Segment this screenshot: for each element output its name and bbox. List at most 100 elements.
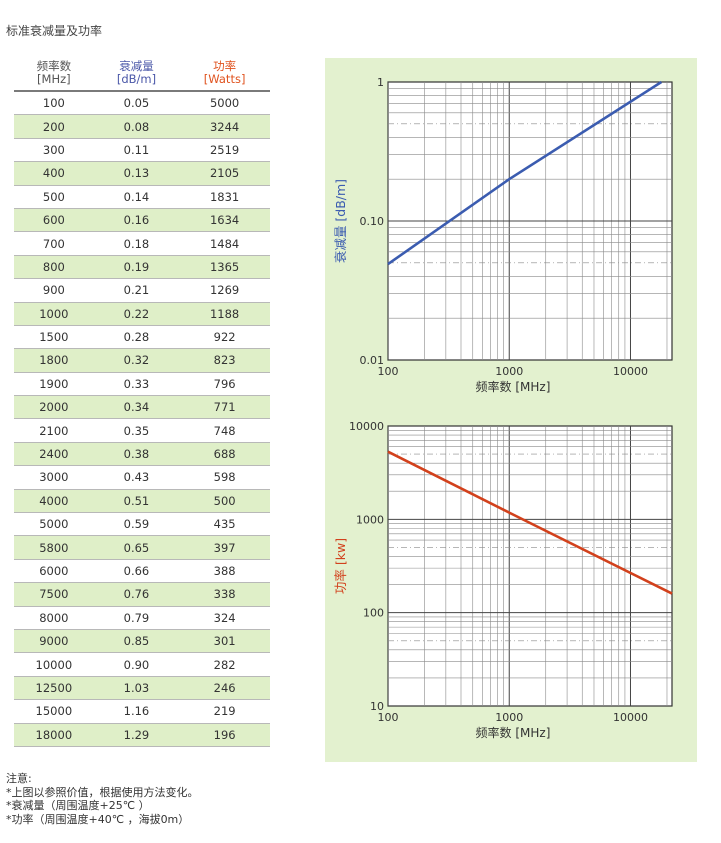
cell-attenuation: 0.76 xyxy=(93,582,180,607)
y-tick-label: 10 xyxy=(370,700,384,713)
cell-attenuation: 0.19 xyxy=(93,255,180,280)
cell-attenuation: 0.13 xyxy=(93,161,180,186)
cell-power: 1269 xyxy=(179,278,270,303)
cell-frequency: 2400 xyxy=(14,442,94,467)
table-row: 200 0.08 3244 xyxy=(14,114,270,139)
cell-power: 500 xyxy=(179,489,270,514)
cell-frequency: 200 xyxy=(14,114,94,139)
cell-power: 598 xyxy=(179,465,270,490)
y-axis-label: 功率 [kw] xyxy=(333,538,348,594)
table-row: 5000 0.59 435 xyxy=(14,512,270,537)
cell-frequency: 18000 xyxy=(14,723,94,747)
x-tick-label: 100 xyxy=(378,711,399,724)
cell-frequency: 5800 xyxy=(14,535,94,560)
cell-frequency: 1900 xyxy=(14,372,94,397)
table-row: 100 0.05 5000 xyxy=(14,91,270,116)
y-tick-label: 1 xyxy=(377,76,384,89)
cell-power: 338 xyxy=(179,582,270,607)
plot-area-2 xyxy=(387,425,673,707)
note-line-3: *功率（周围温度+40℃ ，海拔0m） xyxy=(6,812,190,826)
cell-power: 796 xyxy=(179,372,270,397)
table-row: 8000 0.79 324 xyxy=(14,606,270,630)
cell-frequency: 2000 xyxy=(14,395,94,420)
cell-attenuation: 0.35 xyxy=(93,418,180,443)
cell-attenuation: 0.90 xyxy=(93,652,180,677)
x-tick-label: 100 xyxy=(378,365,399,378)
cell-attenuation: 0.08 xyxy=(93,114,180,139)
cell-attenuation: 0.18 xyxy=(93,231,180,256)
cell-attenuation: 1.03 xyxy=(93,676,180,701)
cell-attenuation: 0.66 xyxy=(93,559,180,584)
table-row: 400 0.13 2105 xyxy=(14,161,270,186)
cell-power: 1831 xyxy=(179,185,270,209)
table-row: 5800 0.65 397 xyxy=(14,535,270,560)
cell-frequency: 1000 xyxy=(14,302,94,326)
cell-attenuation: 0.21 xyxy=(93,278,180,303)
cell-power: 1365 xyxy=(179,255,270,280)
x-tick-label: 1000 xyxy=(495,711,523,724)
table-body: 100 0.05 5000 200 0.08 3244 300 0.11 2519 400 0.13… xyxy=(14,91,270,747)
cell-power: 301 xyxy=(179,629,270,654)
table-header-row: 频率数 [MHz] 衰减量 [dB/m] 功率 [Watts] xyxy=(14,58,270,92)
cell-attenuation: 0.79 xyxy=(93,606,180,630)
table-row: 300 0.11 2519 xyxy=(14,138,270,163)
y-tick-label: 0.10 xyxy=(360,215,385,228)
charts-svg: 100 1000 10000 0.01 0.10 1 频率数 [MHz] 衰减量 [dB/m]… xyxy=(333,76,673,740)
cell-power: 1188 xyxy=(179,302,270,326)
y-tick-label: 10000 xyxy=(349,420,384,433)
cell-attenuation: 0.34 xyxy=(93,395,180,420)
cell-attenuation: 0.14 xyxy=(93,185,180,209)
y-tick-label: 1000 xyxy=(356,513,384,526)
cell-frequency: 700 xyxy=(14,231,94,256)
x-tick-label: 10000 xyxy=(613,711,648,724)
table-row: 600 0.16 1634 xyxy=(14,208,270,233)
page-title: 标准衰减量及功率 xyxy=(6,24,103,38)
cell-frequency: 1800 xyxy=(14,348,94,373)
cell-attenuation: 1.16 xyxy=(93,699,180,724)
table-row: 6000 0.66 388 xyxy=(14,559,270,584)
cell-frequency: 4000 xyxy=(14,489,94,514)
cell-power: 219 xyxy=(179,699,270,724)
cell-frequency: 9000 xyxy=(14,629,94,654)
series-line-2 xyxy=(387,450,673,595)
note-line-1: *上图以参照价值，根据使用方法变化。 xyxy=(6,785,199,799)
cell-power: 246 xyxy=(179,676,270,701)
cell-attenuation: 0.32 xyxy=(93,348,180,373)
cell-frequency: 8000 xyxy=(14,606,94,630)
cell-frequency: 1500 xyxy=(14,325,94,350)
cell-attenuation: 0.59 xyxy=(93,512,180,537)
cell-attenuation: 0.11 xyxy=(93,138,180,163)
cell-power: 435 xyxy=(179,512,270,537)
cell-frequency: 6000 xyxy=(14,559,94,584)
table-row: 4000 0.51 500 xyxy=(14,489,270,514)
cell-power: 823 xyxy=(179,348,270,373)
cell-power: 5000 xyxy=(179,91,270,116)
cell-frequency: 800 xyxy=(14,255,94,280)
cell-power: 2519 xyxy=(179,138,270,163)
cell-power: 196 xyxy=(179,723,270,747)
cell-attenuation: 0.85 xyxy=(93,629,180,654)
cell-attenuation: 0.38 xyxy=(93,442,180,467)
cell-attenuation: 0.33 xyxy=(93,372,180,397)
header-frequency: 频率数 [MHz] xyxy=(14,58,94,92)
table-row: 10000 0.90 282 xyxy=(14,652,270,677)
cell-frequency: 300 xyxy=(14,138,94,163)
spec-table: 频率数 [MHz] 衰减量 [dB/m] 功率 [Watts] 100 0.05 5… xyxy=(14,58,270,747)
cell-power: 2105 xyxy=(179,161,270,186)
header-attenuation: 衰减量 [dB/m] xyxy=(93,58,180,92)
cell-power: 771 xyxy=(179,395,270,420)
cell-attenuation: 0.16 xyxy=(93,208,180,233)
table-row: 700 0.18 1484 xyxy=(14,231,270,256)
series-line-1 xyxy=(387,80,663,266)
table-row: 7500 0.76 338 xyxy=(14,582,270,607)
cell-frequency: 12500 xyxy=(14,676,94,701)
cell-frequency: 10000 xyxy=(14,652,94,677)
table-row: 900 0.21 1269 xyxy=(14,278,270,303)
cell-power: 397 xyxy=(179,535,270,560)
table-row: 18000 1.29 196 xyxy=(14,723,270,747)
x-axis-label: 频率数 [MHz] xyxy=(476,379,551,394)
table-row: 2100 0.35 748 xyxy=(14,418,270,443)
table-row: 3000 0.43 598 xyxy=(14,465,270,490)
cell-power: 1634 xyxy=(179,208,270,233)
chart-panel: 100 1000 10000 0.01 0.10 1 频率数 [MHz] 衰减量 [dB/m]… xyxy=(325,58,697,762)
